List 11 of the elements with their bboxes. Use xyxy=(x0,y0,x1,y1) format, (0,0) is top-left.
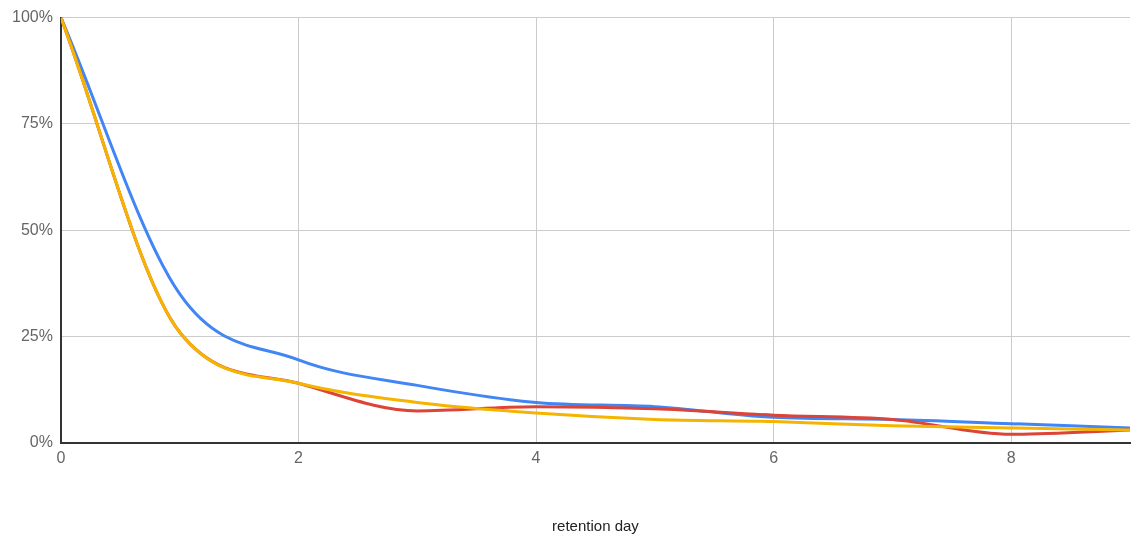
y-tick-label: 50% xyxy=(20,220,53,238)
x-tick-label: 0 xyxy=(56,448,66,466)
y-tick-label: 0% xyxy=(29,433,53,451)
y-tick-label: 100% xyxy=(12,8,53,26)
x-tick-label: 8 xyxy=(1006,448,1016,466)
y-tick-label: 25% xyxy=(20,326,53,344)
y-tick-label: 75% xyxy=(20,114,53,132)
x-tick-label: 6 xyxy=(769,448,779,466)
x-tick-label: 4 xyxy=(531,448,541,466)
x-tick-label: 2 xyxy=(294,448,304,466)
x-axis-title: retention day xyxy=(552,517,640,535)
